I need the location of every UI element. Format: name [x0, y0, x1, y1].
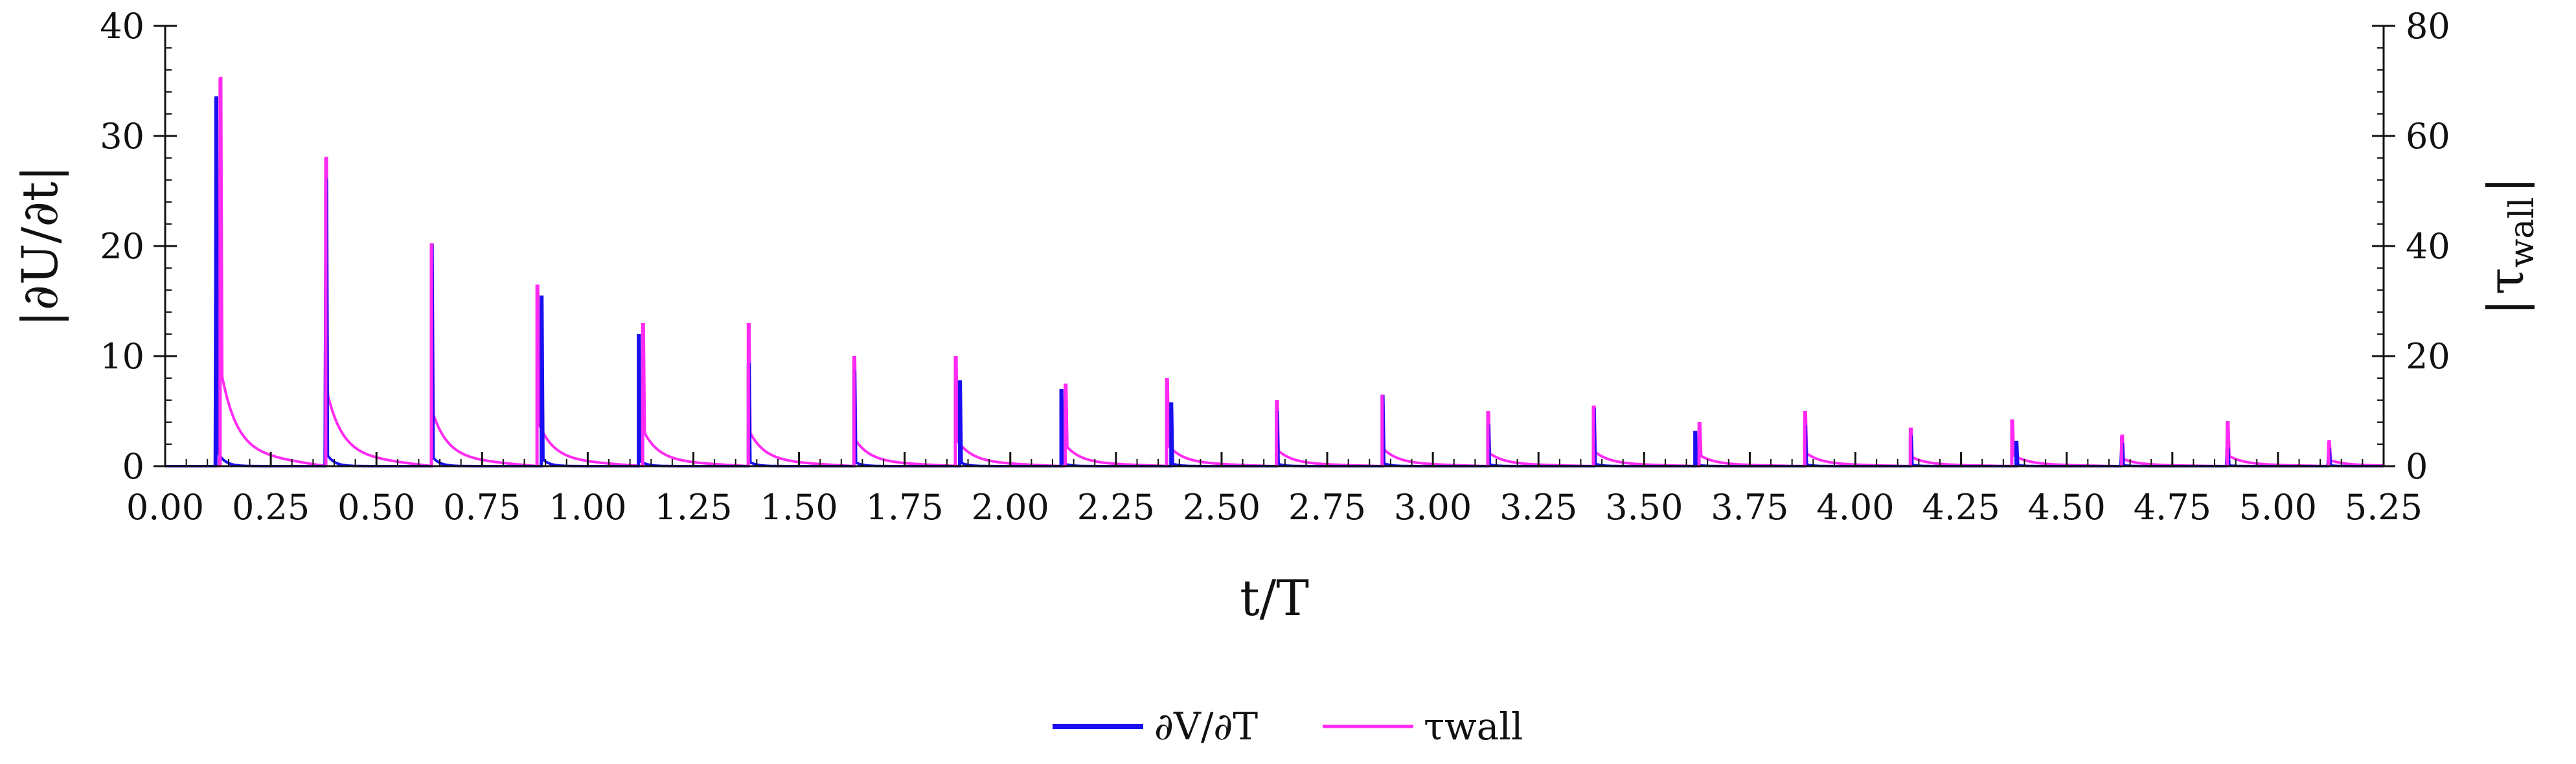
y2-axis-title-bar-right: | [2477, 177, 2535, 194]
legend-label-twall: τwall [1424, 704, 1523, 748]
y2-axis-title-bar-left: | [2477, 298, 2535, 315]
legend-label-dvdt: ∂V/∂T [1154, 704, 1258, 748]
x-tick-label-9: 2.25 [1077, 487, 1155, 528]
y2-tick-label-3: 60 [2406, 116, 2450, 157]
x-tick-label-6: 1.50 [760, 487, 838, 528]
y2-tick-label-4: 80 [2406, 6, 2450, 47]
x-tick-label-1: 0.25 [232, 487, 310, 528]
x-tick-label-13: 3.25 [1499, 487, 1577, 528]
y2-axis-title: | τwall | [2477, 177, 2542, 315]
x-tick-label-5: 1.25 [654, 487, 732, 528]
y-tick-label-1: 10 [100, 336, 144, 377]
x-tick-label-20: 5.00 [2239, 487, 2317, 528]
y-tick-label-3: 30 [100, 116, 144, 157]
x-tick-label-18: 4.50 [2028, 487, 2106, 528]
y2-tick-label-2: 40 [2406, 226, 2450, 267]
x-tick-label-14: 3.50 [1605, 487, 1683, 528]
y2-axis-title-base: τ [2477, 267, 2535, 295]
x-tick-label-0: 0.00 [126, 487, 204, 528]
x-tick-label-16: 4.00 [1816, 487, 1894, 528]
y-tick-label-0: 0 [122, 446, 144, 487]
y2-axis-title-sub: wall [2503, 197, 2542, 268]
y-axis-title: |∂U/∂t| [11, 165, 69, 327]
x-tick-label-4: 1.00 [549, 487, 626, 528]
x-tick-label-7: 1.75 [866, 487, 944, 528]
x-tick-label-10: 2.50 [1183, 487, 1260, 528]
y2-tick-label-1: 20 [2406, 336, 2450, 377]
x-tick-label-3: 0.75 [443, 487, 521, 528]
y-tick-label-2: 20 [100, 226, 144, 267]
series-line-twall [165, 76, 2384, 468]
x-tick-label-21: 5.25 [2345, 487, 2422, 528]
x-tick-label-8: 2.00 [972, 487, 1049, 528]
y2-tick-label-0: 0 [2406, 446, 2428, 487]
x-tick-label-12: 3.00 [1394, 487, 1472, 528]
x-axis-title: t/T [1240, 569, 1309, 627]
y-tick-label-4: 40 [100, 6, 144, 47]
x-tick-label-11: 2.75 [1288, 487, 1366, 528]
x-tick-label-17: 4.25 [1922, 487, 2000, 528]
x-tick-label-2: 0.50 [337, 487, 415, 528]
x-tick-label-15: 3.75 [1711, 487, 1788, 528]
x-tick-label-19: 4.75 [2134, 487, 2211, 528]
series-line-dvdt [165, 96, 2384, 467]
